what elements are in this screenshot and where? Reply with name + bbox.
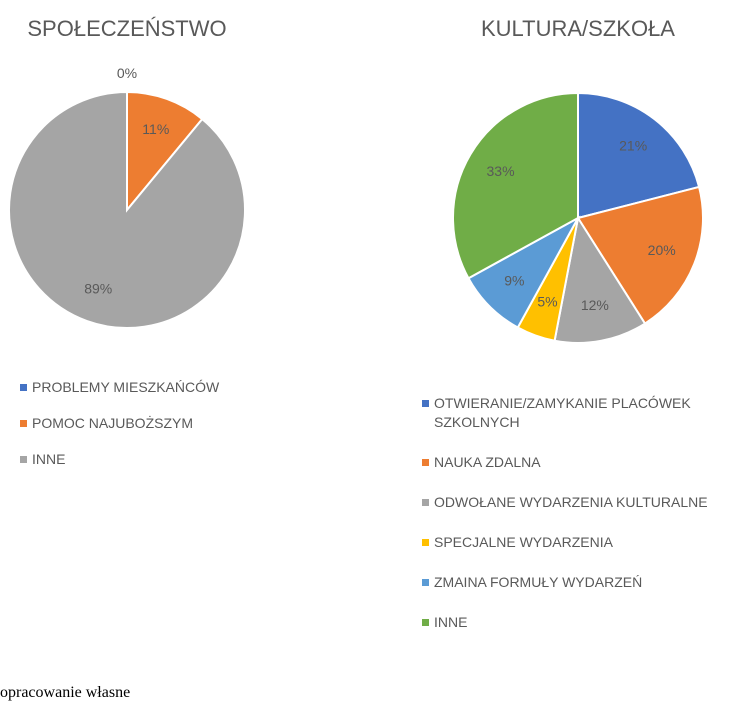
data-label: 0% xyxy=(117,65,137,81)
legend: OTWIERANIE/ZAMYKANIE PLACÓWEK SZKOLNYCH N… xyxy=(422,394,740,653)
legend: PROBLEMY MIESZKAŃCÓW POMOC NAJUBOŻSZYM INN… xyxy=(20,378,280,486)
legend-item: SPECJALNE WYDARZENIA xyxy=(422,533,740,552)
legend-label: INNE xyxy=(434,614,468,630)
chart-title: KULTURA/SZKOŁA xyxy=(481,16,675,41)
pie-slice xyxy=(126,90,204,213)
data-label: 33% xyxy=(487,163,515,179)
legend-item: ODWOŁANE WYDARZENIA KULTURALNE xyxy=(422,493,740,512)
legend-label: PROBLEMY MIESZKAŃCÓW xyxy=(32,379,220,395)
data-label: 21% xyxy=(619,138,647,154)
data-label: 5% xyxy=(537,293,557,309)
legend-label: NAUKA ZDALNA xyxy=(434,454,541,470)
legend-label: ODWOŁANE WYDARZENIA KULTURALNE xyxy=(434,494,708,510)
pie-slice xyxy=(8,90,246,329)
legend-item: PROBLEMY MIESZKAŃCÓW xyxy=(20,378,280,397)
pie-slice xyxy=(553,215,647,344)
legend-label: POMOC NAJUBOŻSZYM xyxy=(32,415,194,431)
legend-item: NAUKA ZDALNA xyxy=(422,453,740,472)
legend-item: POMOC NAJUBOŻSZYM xyxy=(20,414,280,433)
data-label: 20% xyxy=(648,242,676,258)
legend-label: INNE xyxy=(32,451,66,467)
pie-slice xyxy=(452,91,579,280)
legend-item: OTWIERANIE/ZAMYKANIE PLACÓWEK SZKOLNYCH xyxy=(422,394,740,432)
legend-swatch xyxy=(422,459,429,466)
legend-item: INNE xyxy=(20,450,280,469)
legend-label: OTWIERANIE/ZAMYKANIE PLACÓWEK SZKOLNYCH xyxy=(434,395,691,430)
legend-label: ZMAINA FORMUŁY WYDARZEŃ xyxy=(434,574,643,590)
legend-label: SPECJALNE WYDARZENIA xyxy=(434,534,613,550)
legend-swatch xyxy=(422,619,429,626)
legend-swatch xyxy=(422,579,429,586)
legend-swatch xyxy=(20,420,27,427)
data-label: 12% xyxy=(581,297,609,313)
legend-swatch xyxy=(422,499,429,506)
legend-swatch xyxy=(422,400,429,407)
data-label: 9% xyxy=(504,272,524,288)
source-note: opracowanie własne xyxy=(0,684,131,701)
legend-swatch xyxy=(20,456,27,463)
legend-swatch xyxy=(20,384,27,391)
data-label: 11% xyxy=(142,121,169,137)
legend-item: ZMAINA FORMUŁY WYDARZEŃ xyxy=(422,573,740,592)
pie-slice xyxy=(577,91,701,220)
legend-item: INNE xyxy=(422,613,740,632)
legend-swatch xyxy=(422,539,429,546)
pie-slice xyxy=(576,185,704,325)
chart-title: SPOŁECZEŃSTWO xyxy=(27,16,226,41)
data-label: 89% xyxy=(84,281,112,297)
